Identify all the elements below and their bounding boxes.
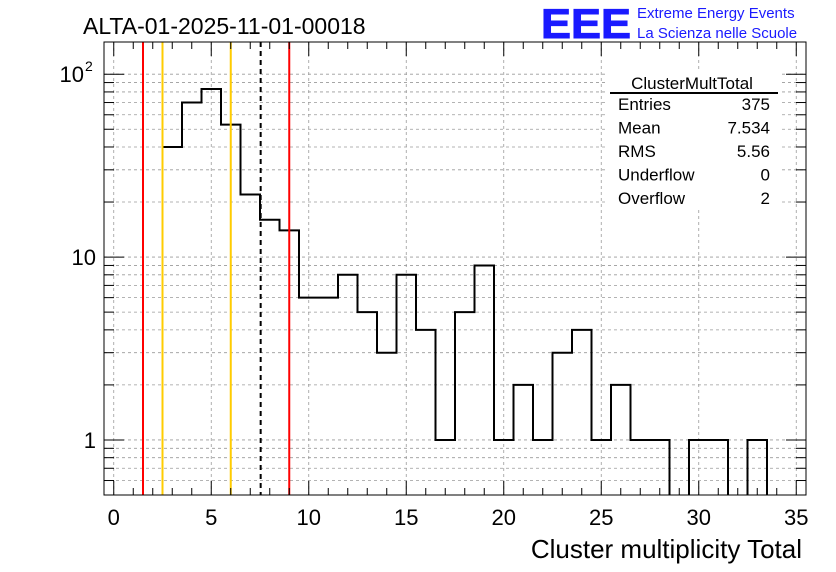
x-tick-label: 10: [297, 505, 321, 530]
histogram-bin: [241, 194, 261, 495]
x-axis-ticks: 0 5 10 15 20 25 30 35: [108, 42, 808, 530]
histogram-bin: [455, 312, 475, 495]
x-axis-title: Cluster multiplicity Total: [531, 534, 802, 564]
x-tick-label: 0: [108, 505, 120, 530]
marker-lines-layer: [142, 42, 291, 495]
x-tick-label: 35: [784, 505, 808, 530]
eee-logo-text: EEE: [541, 0, 631, 47]
x-tick-label: 25: [589, 505, 613, 530]
x-tick-label: 5: [205, 505, 217, 530]
stats-title: ClusterMultTotal: [631, 74, 753, 93]
stats-value: 375: [742, 95, 770, 114]
stats-value: 5.56: [737, 142, 770, 161]
histogram-bin: [319, 298, 339, 495]
histogram-bin: [163, 147, 183, 495]
stats-value: 0: [761, 166, 770, 185]
logo-line-2: La Scienza nelle Scuole: [637, 25, 797, 42]
histogram-bin: [358, 312, 378, 495]
histogram-bin: [377, 353, 397, 495]
x-tick-label: 30: [687, 505, 711, 530]
histogram-outline: [161, 88, 768, 495]
histogram-bin: [416, 330, 436, 495]
x-tick-label: 15: [394, 505, 418, 530]
run-title: ALTA-01-2025-11-01-00018: [83, 13, 366, 39]
stats-box: ClusterMultTotal Entries 375 Mean 7.534 RMS 5…: [606, 69, 782, 209]
logo-line-1: Extreme Energy Events: [637, 5, 795, 22]
histogram-bin: [572, 330, 592, 495]
stats-rows: Entries 375 Mean 7.534 RMS 5.56 Underflow 0 Over…: [618, 95, 770, 208]
histogram-layer: [161, 88, 768, 495]
stats-value: 7.534: [727, 119, 770, 138]
stats-label: Mean: [618, 119, 661, 138]
y-tick-label: 10: [72, 245, 96, 270]
histogram-bin: [182, 103, 202, 495]
histogram-bin: [553, 353, 573, 495]
y-tick-label: 1: [84, 428, 96, 453]
histogram-bin: [475, 265, 495, 495]
stats-label: Entries: [618, 95, 671, 114]
stats-label: Overflow: [618, 189, 686, 208]
stats-label: RMS: [618, 142, 656, 161]
x-tick-label: 20: [492, 505, 516, 530]
y-tick-label-exponent: 2: [85, 58, 93, 74]
y-tick-label: 10: [60, 62, 84, 87]
stats-value: 2: [761, 189, 770, 208]
stats-label: Underflow: [618, 166, 695, 185]
histogram-bin: [260, 220, 280, 495]
plot-frame: [103, 41, 807, 496]
